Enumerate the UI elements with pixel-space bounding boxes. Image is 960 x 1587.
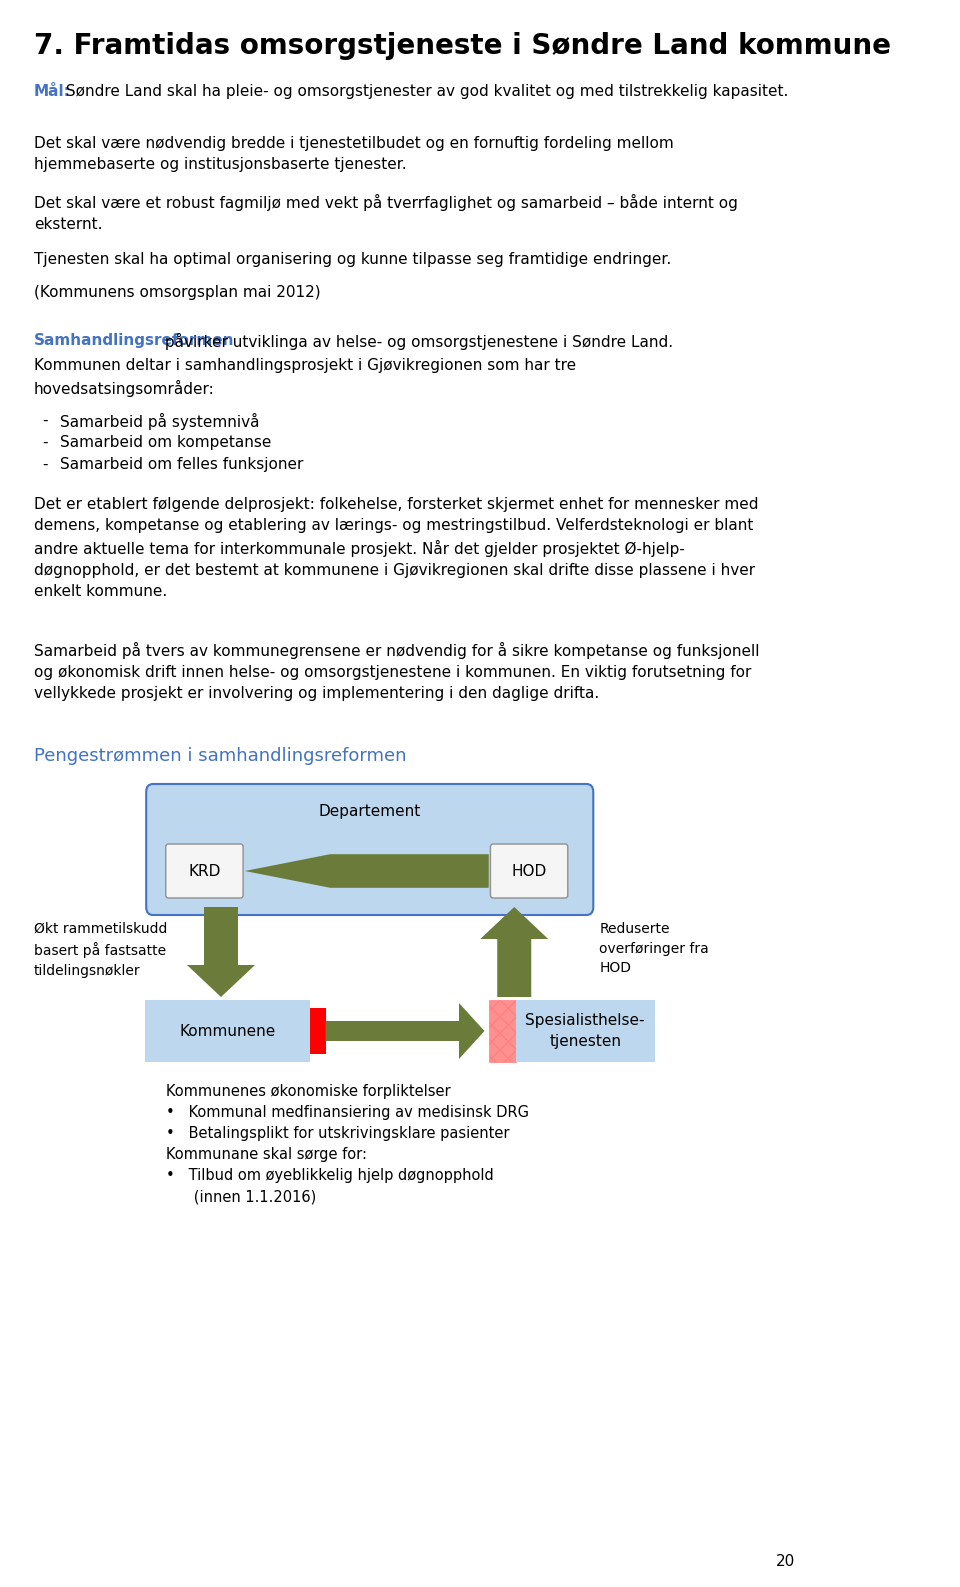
Text: Det skal være et robust fagmiljø med vekt på tverrfaglighet og samarbeid – både : Det skal være et robust fagmiljø med vek…: [34, 194, 738, 232]
Text: (innen 1.1.2016): (innen 1.1.2016): [166, 1189, 316, 1205]
Text: Kommunene: Kommunene: [180, 1024, 276, 1038]
Text: -: -: [42, 457, 48, 471]
Text: Økt rammetilskudd
basert på fastsatte
tildelingsnøkler: Økt rammetilskudd basert på fastsatte ti…: [34, 922, 167, 978]
Text: Kommunenes økonomiske forpliktelser: Kommunenes økonomiske forpliktelser: [166, 1084, 450, 1100]
FancyBboxPatch shape: [146, 784, 593, 916]
Text: •   Betalingsplikt for utskrivingsklare pasienter: • Betalingsplikt for utskrivingsklare pa…: [166, 1127, 509, 1141]
Text: -: -: [42, 413, 48, 428]
Text: Spesialisthelse-
tjenesten: Spesialisthelse- tjenesten: [525, 1013, 645, 1049]
FancyBboxPatch shape: [166, 844, 243, 898]
Text: Reduserte
overføringer fra
HOD: Reduserte overføringer fra HOD: [599, 922, 709, 974]
Text: Mål:: Mål:: [34, 84, 71, 98]
Text: -: -: [42, 435, 48, 451]
Polygon shape: [480, 908, 548, 997]
Text: KRD: KRD: [188, 863, 221, 879]
Text: Departement: Departement: [319, 805, 420, 819]
Text: •   Kommunal medfinansiering av medisinsk DRG: • Kommunal medfinansiering av medisinsk …: [166, 1105, 529, 1120]
Polygon shape: [245, 854, 489, 887]
Text: (Kommunens omsorgsplan mai 2012): (Kommunens omsorgsplan mai 2012): [34, 286, 321, 300]
Text: Samarbeid om kompetanse: Samarbeid om kompetanse: [60, 435, 271, 451]
Text: Søndre Land skal ha pleie- og omsorgstjenester av god kvalitet og med tilstrekke: Søndre Land skal ha pleie- og omsorgstje…: [61, 84, 788, 98]
Polygon shape: [325, 1003, 485, 1059]
Polygon shape: [187, 908, 255, 997]
FancyBboxPatch shape: [145, 1000, 310, 1062]
Text: •   Tilbud om øyeblikkelig hjelp døgnopphold: • Tilbud om øyeblikkelig hjelp døgnoppho…: [166, 1168, 493, 1182]
Text: Kommunen deltar i samhandlingsprosjekt i Gjøvikregionen som har tre
hovedsatsing: Kommunen deltar i samhandlingsprosjekt i…: [34, 359, 576, 397]
Text: Det skal være nødvendig bredde i tjenestetilbudet og en fornuftig fordeling mell: Det skal være nødvendig bredde i tjenest…: [34, 136, 674, 171]
Text: Samarbeid på tvers av kommunegrensene er nødvendig for å sikre kompetanse og fun: Samarbeid på tvers av kommunegrensene er…: [34, 643, 759, 701]
FancyBboxPatch shape: [491, 844, 567, 898]
Text: påvirker utviklinga av helse- og omsorgstjenestene i Søndre Land.: påvirker utviklinga av helse- og omsorgs…: [159, 333, 673, 351]
Text: Kommunane skal sørge for:: Kommunane skal sørge for:: [166, 1147, 367, 1162]
Text: 7. Framtidas omsorgstjeneste i Søndre Land kommune: 7. Framtidas omsorgstjeneste i Søndre La…: [34, 32, 891, 60]
Text: Det er etablert følgende delprosjekt: folkehelse, forsterket skjermet enhet for : Det er etablert følgende delprosjekt: fo…: [34, 497, 758, 598]
Text: HOD: HOD: [512, 863, 547, 879]
Text: Samarbeid på systemnivå: Samarbeid på systemnivå: [60, 413, 259, 430]
Text: 20: 20: [776, 1554, 795, 1570]
Text: Tjenesten skal ha optimal organisering og kunne tilpasse seg framtidige endringe: Tjenesten skal ha optimal organisering o…: [34, 252, 671, 267]
Text: Pengestrømmen i samhandlingsreformen: Pengestrømmen i samhandlingsreformen: [34, 747, 406, 765]
FancyBboxPatch shape: [516, 1000, 655, 1062]
Text: Samhandlingsreformen: Samhandlingsreformen: [34, 333, 234, 348]
FancyBboxPatch shape: [489, 1000, 516, 1062]
Text: Samarbeid om felles funksjoner: Samarbeid om felles funksjoner: [60, 457, 302, 471]
FancyBboxPatch shape: [310, 1008, 325, 1054]
